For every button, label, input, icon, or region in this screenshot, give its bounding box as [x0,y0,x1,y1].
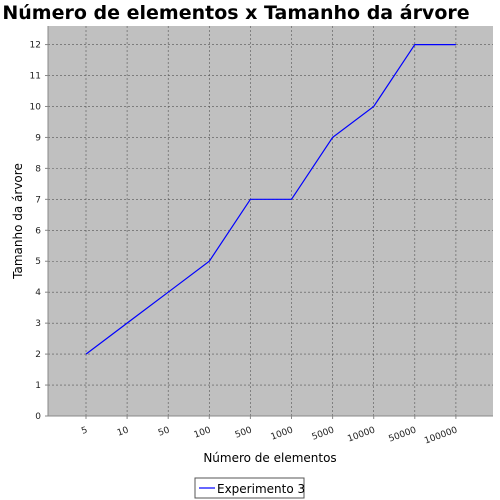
y-tick-label: 0 [35,412,41,422]
plot-area [48,26,493,416]
x-tick-label: 50 [157,425,171,438]
y-tick-label: 4 [35,288,41,298]
x-axis-ticks: 5 10 50 100 500 1000 5000 10000 50000 100000 [48,415,493,447]
chart-title: Número de elementos x Tamanho da árvore [2,2,469,24]
x-tick-label: 100 [193,425,213,440]
y-tick-label: 12 [30,41,41,51]
grid-lines [48,26,493,416]
y-tick-label: 10 [30,102,42,112]
y-tick-label: 3 [35,319,41,329]
x-tick-label: 5 [80,425,89,436]
y-tick-label: 11 [30,72,41,82]
y-tick-label: 2 [35,350,41,360]
legend: Experimento 3 [194,477,305,499]
x-axis-label: Número de elementos [203,451,336,465]
series-line [85,43,456,355]
x-tick-label: 10000 [346,425,377,444]
x-tick-label: 500 [234,425,254,440]
y-tick-label: 9 [35,133,41,143]
x-tick-label: 10 [116,425,130,438]
x-tick-label: 1000 [270,425,295,442]
y-tick-label: 6 [35,226,41,236]
x-tick-label: 100000 [423,425,459,446]
x-tick-label: 5000 [311,425,336,442]
y-axis-label: Tamanho da árvore [11,163,25,280]
legend-label: Experimento 3 [217,482,305,496]
y-tick-label: 8 [35,164,41,174]
y-tick-label: 7 [35,195,41,205]
series-layer [85,43,456,355]
y-tick-label: 5 [35,257,41,267]
x-tick-label: 50000 [387,425,418,444]
y-tick-label: 1 [35,381,41,391]
legend-box [194,477,305,499]
